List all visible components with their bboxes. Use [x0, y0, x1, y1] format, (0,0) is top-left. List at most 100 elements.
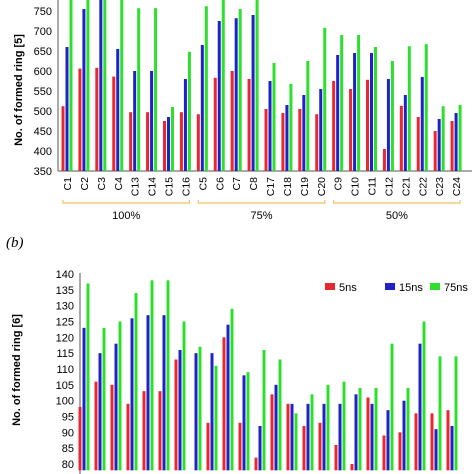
- bar-75ns-C10: [357, 35, 361, 171]
- bar-75ns-C22: [424, 44, 428, 172]
- bar-75ns-C4: [120, 0, 124, 171]
- bar-75ns-C9: [342, 381, 346, 471]
- bar-75ns-C12: [390, 343, 394, 471]
- x-tick-label: C3: [96, 177, 108, 191]
- bar-75ns-C19: [306, 61, 310, 171]
- x-tick-label: C9: [333, 177, 345, 191]
- bar-75ns-C14: [166, 280, 170, 471]
- bar-15ns-C18: [290, 403, 294, 471]
- bar-5ns-C11: [366, 79, 369, 171]
- bar-5ns-C21: [398, 432, 402, 471]
- bar-75ns-C15: [182, 321, 186, 471]
- bar-15ns-C19: [302, 95, 306, 171]
- bar-5ns-C6: [213, 77, 217, 171]
- bar-5ns-C12: [382, 149, 386, 171]
- bar-5ns-C20: [315, 114, 319, 171]
- bar-5ns-C13: [142, 391, 146, 471]
- legend-label-15ns: 15ns: [399, 282, 423, 294]
- bar-5ns-C24: [450, 121, 454, 171]
- bar-75ns-C13: [150, 280, 154, 471]
- bar-15ns-C24: [450, 426, 454, 471]
- x-tick-label: C17: [265, 177, 277, 196]
- bar-75ns-C7: [246, 372, 250, 471]
- bar-75ns-C19: [310, 394, 314, 471]
- x-tick-label: C24: [451, 177, 463, 196]
- x-tick-label: C23: [434, 177, 446, 196]
- bar-15ns-C15: [167, 117, 170, 171]
- x-tick-label: C14: [147, 177, 159, 196]
- x-tick-label: C15: [164, 177, 176, 196]
- y-tick-label: 120: [56, 332, 74, 344]
- panel-label: (b): [6, 235, 24, 251]
- y-tick-label: 650: [34, 46, 52, 58]
- bar-15ns-C20: [319, 89, 323, 171]
- bar-5ns-C11: [366, 397, 370, 471]
- bar-75ns-C10: [358, 388, 362, 471]
- bar-75ns-C22: [422, 321, 426, 471]
- y-tick-label: 80: [62, 459, 74, 471]
- bar-15ns-C8: [251, 15, 255, 171]
- bar-75ns-C20: [326, 384, 330, 471]
- y-tick-label: 140: [56, 269, 74, 281]
- bar-75ns-C23: [438, 356, 442, 471]
- bar-75ns-C1: [86, 283, 90, 471]
- bar-75ns-C8: [262, 350, 266, 471]
- bar-15ns-C13: [133, 71, 137, 171]
- bar-15ns-C10: [353, 53, 357, 171]
- bar-75ns-C6: [221, 0, 225, 171]
- bar-5ns-C19: [302, 426, 306, 471]
- bar-5ns-C1: [78, 407, 82, 471]
- bar-5ns-C17: [264, 109, 268, 171]
- x-tick-label: C12: [383, 177, 395, 196]
- y-tick-label: 135: [56, 285, 74, 297]
- bar-15ns-C23: [434, 429, 438, 471]
- bar-15ns-C14: [162, 315, 166, 471]
- bar-5ns-C12: [382, 435, 386, 471]
- bar-5ns-C9: [334, 445, 338, 471]
- bar-15ns-C7: [242, 375, 246, 471]
- bar-75ns-C14: [154, 8, 158, 172]
- bar-15ns-C15: [178, 350, 182, 471]
- bar-15ns-C12: [386, 79, 390, 171]
- bar-5ns-C13: [129, 112, 133, 171]
- bar-5ns-C22: [416, 117, 420, 171]
- legend-label-5ns: 5ns: [339, 282, 357, 294]
- bar-15ns-C18: [285, 105, 289, 171]
- x-tick-label: C22: [417, 177, 429, 196]
- bar-5ns-C8: [247, 79, 251, 171]
- bar-15ns-C1: [65, 47, 69, 171]
- bar-75ns-C5: [214, 365, 218, 471]
- y-tick-label: 115: [56, 348, 74, 360]
- bar-5ns-C18: [281, 113, 285, 171]
- bar-75ns-C24: [458, 105, 462, 171]
- bar-15ns-C4: [116, 49, 120, 171]
- bar-75ns-C16: [198, 346, 202, 471]
- chart-formed-ring-6: 80 85 90 95 100 105 110 115 120 125 130 135 140 No. o…: [11, 269, 468, 474]
- bar-75ns-C21: [406, 388, 410, 471]
- x-tick-label: C20: [316, 177, 328, 196]
- x-tick-label: C4: [113, 177, 125, 191]
- legend-swatch-5ns: [325, 283, 335, 290]
- y-tick-label: 350: [34, 166, 52, 178]
- group-label: 100%: [112, 210, 140, 222]
- y-tick-label: 85: [62, 443, 74, 455]
- bar-5ns-C14: [146, 112, 150, 171]
- bar-5ns-C9: [332, 81, 336, 171]
- bar-15ns-C6: [226, 324, 230, 471]
- x-tick-label: C1: [62, 177, 74, 191]
- bar-5ns-C20: [318, 422, 322, 471]
- bar-5ns-C2: [78, 68, 82, 171]
- bar-15ns-C1: [82, 327, 86, 471]
- bar-5ns-C5: [196, 114, 200, 171]
- bar-15ns-C5: [200, 45, 204, 171]
- bar-5ns-C22: [414, 413, 418, 471]
- bar-15ns-C8: [258, 426, 262, 471]
- bar-75ns-C20: [323, 27, 327, 171]
- chart-formed-ring-5: 350 400 450 500 550 600 650 700 750 No. of formed…: [13, 0, 472, 222]
- x-tick-label: C13: [130, 177, 142, 196]
- y-tick-label: 500: [34, 106, 52, 118]
- legend-label-75ns: 75ns: [444, 282, 468, 294]
- legend-swatch-15ns: [385, 283, 395, 290]
- bar-5ns-C16: [179, 112, 183, 171]
- bar-15ns-C10: [354, 394, 358, 471]
